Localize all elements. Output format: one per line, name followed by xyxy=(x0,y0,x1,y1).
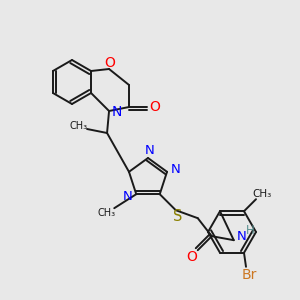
Text: O: O xyxy=(150,100,160,114)
Text: N: N xyxy=(145,145,155,158)
Text: H: H xyxy=(245,224,254,237)
Text: O: O xyxy=(186,250,197,264)
Text: N: N xyxy=(237,230,247,243)
Text: Br: Br xyxy=(241,268,257,282)
Text: CH₃: CH₃ xyxy=(70,121,88,131)
Text: N: N xyxy=(171,163,181,176)
Text: CH₃: CH₃ xyxy=(252,189,272,199)
Text: O: O xyxy=(105,56,116,70)
Text: CH₃: CH₃ xyxy=(97,208,115,218)
Text: N: N xyxy=(122,190,132,203)
Text: S: S xyxy=(173,209,182,224)
Text: N: N xyxy=(112,105,122,119)
